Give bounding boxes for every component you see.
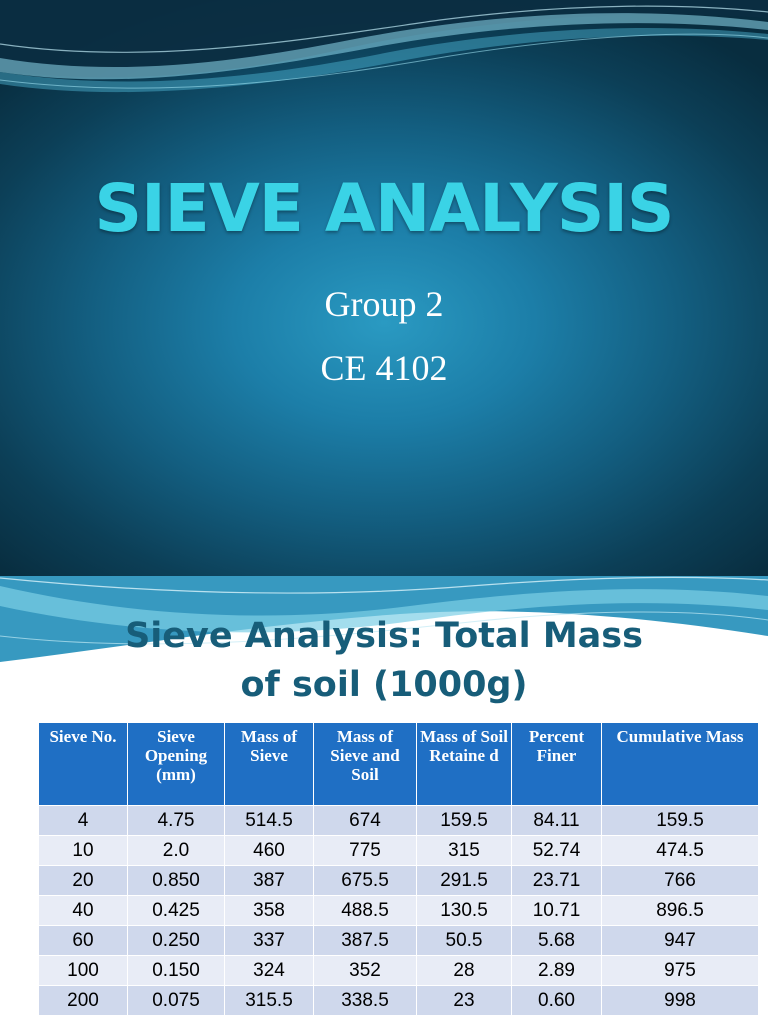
table-cell: 52.74 xyxy=(511,835,602,866)
table-cell: 0.250 xyxy=(127,925,225,956)
table-cell: 2.89 xyxy=(511,955,602,986)
table-cell: 998 xyxy=(601,985,759,1016)
slide-title-line2: of soil (1000g) xyxy=(240,665,528,705)
table-cell: 338.5 xyxy=(313,985,417,1016)
table-cell: 100 xyxy=(38,955,128,986)
table-cell: 766 xyxy=(601,865,759,896)
table-cell: 40 xyxy=(38,895,128,926)
table-cell: 20 xyxy=(38,865,128,896)
table-row: 100 0.150 324 352 28 2.89 975 xyxy=(38,955,759,986)
table-row: 20 0.850 387 675.5 291.5 23.71 766 xyxy=(38,865,759,896)
table-cell: 337 xyxy=(224,925,314,956)
slide-subtitle-group: Group 2 xyxy=(324,284,444,324)
header-mass-of-soil-retained: Mass of Soil Retaine d xyxy=(416,722,512,806)
table-cell: 0.850 xyxy=(127,865,225,896)
table-cell: 352 xyxy=(313,955,417,986)
table-cell: 0.150 xyxy=(127,955,225,986)
table-cell: 675.5 xyxy=(313,865,417,896)
table-cell: 315.5 xyxy=(224,985,314,1016)
header-percent-finer: Percent Finer xyxy=(511,722,602,806)
header-cumulative-mass: Cumulative Mass xyxy=(601,722,759,806)
header-sieve-no: Sieve No. xyxy=(38,722,128,806)
table-cell: 674 xyxy=(313,805,417,836)
table-cell: 159.5 xyxy=(601,805,759,836)
table-cell: 23.71 xyxy=(511,865,602,896)
slide-title: SIEVE ANALYSIS xyxy=(94,170,675,247)
table-header-row: Sieve No. Sieve Opening (mm) Mass of Sie… xyxy=(38,722,759,806)
table-cell: 514.5 xyxy=(224,805,314,836)
table-cell: 130.5 xyxy=(416,895,512,926)
table-cell: 4 xyxy=(38,805,128,836)
table-cell: 84.11 xyxy=(511,805,602,836)
header-mass-of-sieve-and-soil: Mass of Sieve and Soil xyxy=(313,722,417,806)
table-cell: 5.68 xyxy=(511,925,602,956)
table-cell: 60 xyxy=(38,925,128,956)
table-cell: 324 xyxy=(224,955,314,986)
table-cell: 315 xyxy=(416,835,512,866)
table-cell: 358 xyxy=(224,895,314,926)
table-row: 10 2.0 460 775 315 52.74 474.5 xyxy=(38,835,759,866)
table-cell: 0.075 xyxy=(127,985,225,1016)
table-cell: 474.5 xyxy=(601,835,759,866)
slide-title-line1: Sieve Analysis: Total Mass xyxy=(125,616,643,656)
table-slide: Sieve Analysis: Total Mass of soil (1000… xyxy=(0,576,768,1024)
table-cell: 2.0 xyxy=(127,835,225,866)
table-row: 4 4.75 514.5 674 159.5 84.11 159.5 xyxy=(38,805,759,836)
slide-title: Sieve Analysis: Total Mass of soil (1000… xyxy=(0,612,768,710)
table-cell: 4.75 xyxy=(127,805,225,836)
title-slide: SIEVE ANALYSIS Group 2 CE 4102 xyxy=(0,0,768,576)
header-sieve-opening: Sieve Opening (mm) xyxy=(127,722,225,806)
table-cell: 387 xyxy=(224,865,314,896)
table-cell: 387.5 xyxy=(313,925,417,956)
table-cell: 460 xyxy=(224,835,314,866)
table-cell: 291.5 xyxy=(416,865,512,896)
table-cell: 10 xyxy=(38,835,128,866)
table-cell: 896.5 xyxy=(601,895,759,926)
table-cell: 50.5 xyxy=(416,925,512,956)
table-cell: 0.60 xyxy=(511,985,602,1016)
table-cell: 200 xyxy=(38,985,128,1016)
slide-subtitle-course: CE 4102 xyxy=(320,348,448,388)
table-cell: 947 xyxy=(601,925,759,956)
table-cell: 488.5 xyxy=(313,895,417,926)
table-cell: 0.425 xyxy=(127,895,225,926)
table-row: 60 0.250 337 387.5 50.5 5.68 947 xyxy=(38,925,759,956)
table-row: 200 0.075 315.5 338.5 23 0.60 998 xyxy=(38,985,759,1016)
table-cell: 23 xyxy=(416,985,512,1016)
header-mass-of-sieve: Mass of Sieve xyxy=(224,722,314,806)
table-cell: 28 xyxy=(416,955,512,986)
decorative-wave-header xyxy=(0,576,768,662)
table-cell: 10.71 xyxy=(511,895,602,926)
table-row: 40 0.425 358 488.5 130.5 10.71 896.5 xyxy=(38,895,759,926)
decorative-wave-header xyxy=(0,0,768,93)
table-cell: 159.5 xyxy=(416,805,512,836)
table-cell: 975 xyxy=(601,955,759,986)
table-cell: 775 xyxy=(313,835,417,866)
sieve-analysis-table: Sieve No. Sieve Opening (mm) Mass of Sie… xyxy=(38,722,759,1016)
